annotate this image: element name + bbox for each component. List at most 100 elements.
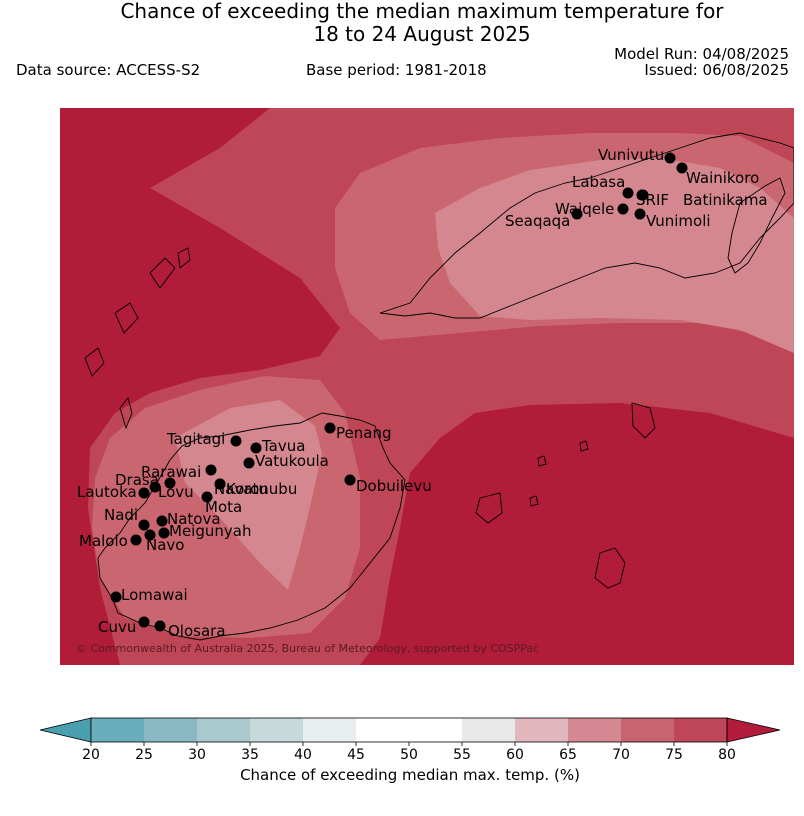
station-label: Vunimoli (646, 212, 711, 230)
lau-islands (529, 440, 589, 507)
colorbar-swatch (674, 718, 727, 742)
colorbar-tick-label: 40 (294, 747, 312, 763)
colorbar-tick-label: 45 (347, 747, 365, 763)
station-marker (144, 529, 156, 541)
station-marker (149, 481, 161, 493)
station-label: Tavua (261, 437, 305, 455)
moala-coast (631, 402, 656, 439)
kadavu-coast (594, 547, 626, 589)
station-marker (214, 478, 226, 490)
issued-date: Issued: 06/08/2025 (644, 61, 789, 79)
station-marker (201, 491, 213, 503)
colorbar-swatch (568, 718, 621, 742)
title-line-1: Chance of exceeding the median maximum t… (120, 0, 724, 23)
colorbar-tick-label: 80 (718, 747, 736, 763)
colorbar-tick-label: 75 (665, 747, 683, 763)
colorbar-swatch (91, 718, 144, 742)
colorbar-swatch (621, 718, 674, 742)
station-marker (324, 422, 336, 434)
colorbar-tick-label: 35 (241, 747, 259, 763)
station-label: Olosara (168, 622, 226, 640)
station-marker (110, 591, 122, 603)
station-label: Vatukoula (255, 452, 329, 470)
station-label: Dobuilevu (356, 477, 432, 495)
station-label: Malolo (79, 532, 128, 550)
data-source: Data source: ACCESS-S2 (16, 61, 201, 79)
station-label: Mota (205, 498, 242, 516)
colorbar-tick-label: 25 (135, 747, 153, 763)
station-marker (250, 442, 262, 454)
colorbar-over-arrow (726, 717, 781, 743)
station-label: Cuvu (98, 618, 136, 636)
colorbar-tick-label: 65 (559, 747, 577, 763)
station-marker (637, 189, 649, 201)
station-label: Lovu (158, 483, 194, 501)
station-label: Vunivutu (598, 146, 664, 164)
station-label: Labasa (572, 173, 625, 191)
colorbar-swatch (356, 718, 409, 742)
station-marker (164, 477, 176, 489)
station-label: Batinikama (683, 191, 768, 209)
station-marker (158, 527, 170, 539)
station-label: Lomawai (121, 586, 188, 604)
colorbar-tick-label: 30 (188, 747, 206, 763)
station-label: Wainikoro (686, 169, 759, 187)
yasawa-coast (84, 247, 191, 430)
colorbar-label: Chance of exceeding median max. temp. (%… (240, 766, 580, 784)
colorbar-tick-label: 60 (506, 747, 524, 763)
station-label: Waiqele (555, 200, 614, 218)
station-marker (138, 487, 150, 499)
station-label: Navatu (214, 480, 268, 498)
station-marker (634, 208, 646, 220)
station-label: Lautoka (77, 483, 137, 501)
station-label: Meigunyah (169, 522, 251, 540)
band-60-65 (175, 158, 794, 590)
station-marker (664, 152, 676, 164)
station-marker (676, 162, 688, 174)
station-marker (154, 620, 166, 632)
base-period: Base period: 1981-2018 (306, 61, 487, 79)
colorbar-swatch (197, 718, 250, 742)
colorbar-swatch (462, 718, 515, 742)
map-copyright: © Commonwealth of Australia 2025, Bureau… (76, 642, 539, 655)
colorbar-tick-label: 50 (400, 747, 418, 763)
station-marker (344, 474, 356, 486)
station-marker (156, 515, 168, 527)
station-label: Tagitagi (166, 430, 225, 448)
station-marker (138, 519, 150, 531)
station-marker (622, 187, 634, 199)
colorbar-swatch (250, 718, 303, 742)
station-marker (243, 457, 255, 469)
station-marker (617, 203, 629, 215)
ovalau-coast (475, 492, 503, 524)
colorbar-swatch (409, 718, 462, 742)
vanua-levu-coast (379, 132, 794, 319)
colorbar-tick-label: 70 (612, 747, 630, 763)
station-label: Navo (146, 536, 184, 554)
station-label: Penang (336, 424, 391, 442)
title-line-2: 18 to 24 August 2025 (313, 22, 531, 46)
station-marker (230, 435, 242, 447)
station-label: Rarawai (141, 463, 201, 481)
station-label: Seaqaqa (505, 212, 570, 230)
colorbar-under-arrow (39, 717, 92, 743)
station-label: Nadi (104, 506, 138, 524)
colorbar-swatch (303, 718, 356, 742)
station-label: Natova (167, 510, 221, 528)
station-marker (205, 464, 217, 476)
station-label: Drasa (115, 471, 159, 489)
colorbar-tick-label: 20 (82, 747, 100, 763)
taveuni-coast (727, 177, 786, 274)
station-marker (571, 208, 583, 220)
model-run: Model Run: 04/08/2025 (614, 45, 789, 63)
station-marker (130, 534, 142, 546)
colorbar-swatch (515, 718, 568, 742)
colorbar-swatch (144, 718, 197, 742)
colorbar: 20 25 30 35 40 45 50 55 60 65 70 75 80 (39, 717, 781, 763)
station-marker (138, 616, 150, 628)
station-label: Koronubu (226, 480, 297, 498)
chart-title: Chance of exceeding the median maximum t… (0, 0, 804, 46)
colorbar-tick-label: 55 (453, 747, 471, 763)
